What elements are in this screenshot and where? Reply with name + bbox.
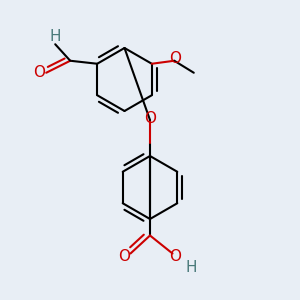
Text: H: H bbox=[50, 29, 61, 44]
Text: O: O bbox=[34, 65, 46, 80]
Text: O: O bbox=[169, 249, 181, 264]
Text: H: H bbox=[186, 260, 197, 275]
Text: O: O bbox=[144, 111, 156, 126]
Text: O: O bbox=[118, 249, 130, 264]
Text: O: O bbox=[169, 51, 181, 66]
